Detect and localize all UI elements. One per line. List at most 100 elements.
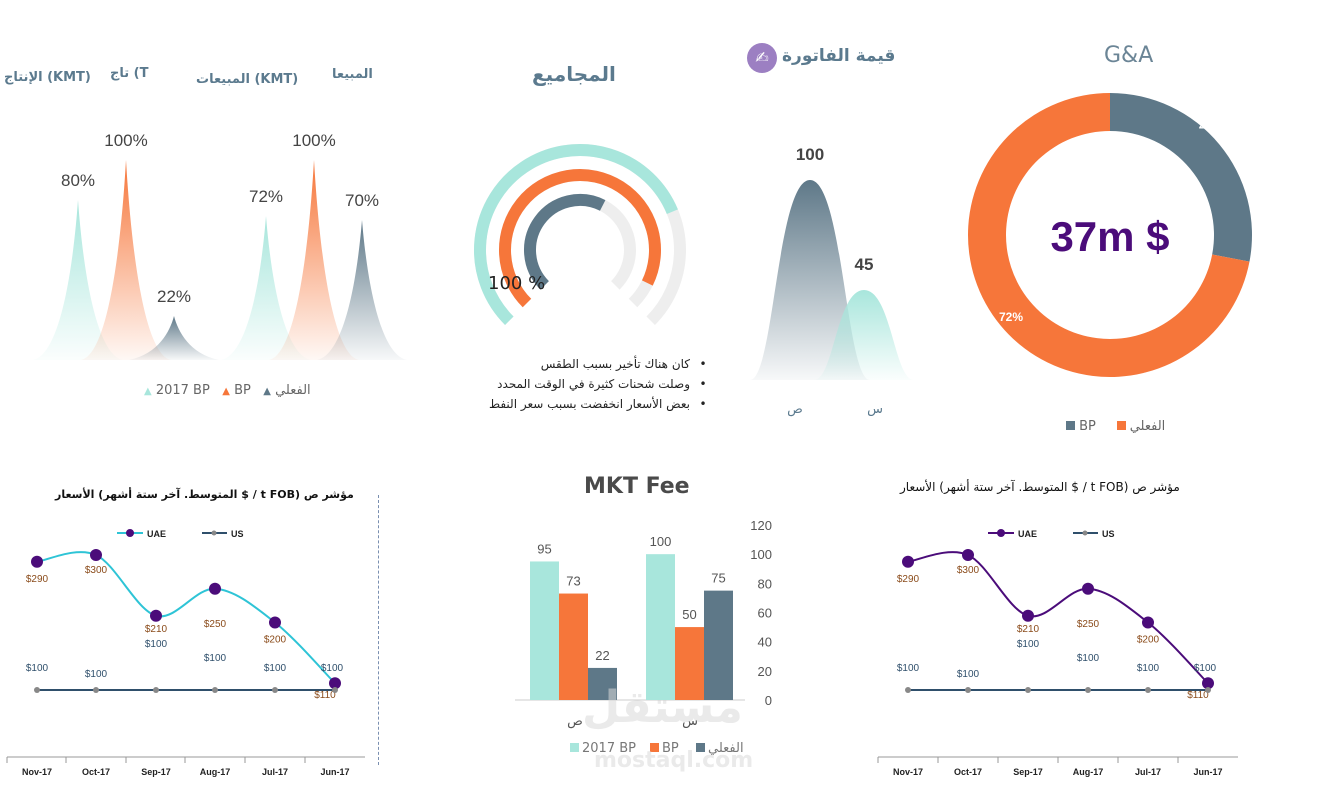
mkt-legend-swatch	[696, 743, 705, 752]
y-tick-label: 0	[765, 693, 772, 708]
uae-point	[1082, 582, 1094, 595]
us-point	[34, 687, 40, 693]
us-point	[1145, 687, 1151, 693]
price-right-title: الأسعار (المتوسط. آخر ستة أشهر $ / t FOB…	[900, 480, 1180, 494]
legend-actual-icon: ▲	[263, 386, 271, 397]
invoice-chart: 100 ص 45 س	[750, 145, 914, 417]
us-value-label: $100	[1194, 663, 1217, 674]
uae-value-label: $290	[26, 574, 49, 585]
donut-legend-bp: BP	[1079, 419, 1096, 434]
x-tick-label: Jun-17	[1193, 767, 1222, 777]
peak-0-1	[81, 160, 171, 360]
x-tick-label: Aug-17	[1073, 767, 1104, 777]
legend-uae-marker	[126, 529, 134, 537]
mkt-legend-label: 2017 BP	[582, 741, 636, 756]
mkt-bar	[646, 554, 675, 700]
divider	[378, 495, 379, 765]
mkt-legend-swatch	[570, 743, 579, 752]
uae-point	[1022, 609, 1034, 622]
price-left-title: الأسعار (المتوسط. آخر ستة أشهر $ / t FOB…	[55, 488, 354, 501]
legend-bp: BP	[234, 383, 251, 398]
legend-uae-label: UAE	[147, 529, 166, 539]
uae-series-line	[907, 551, 1209, 684]
us-value-label: $100	[1077, 653, 1100, 664]
legend-us-label: US	[1102, 529, 1115, 539]
us-point	[1085, 687, 1091, 693]
donut-slice-label: 28%	[1199, 118, 1223, 132]
us-value-label: $100	[1017, 639, 1040, 650]
us-value-label: $100	[26, 663, 49, 674]
y-tick-label: 120	[750, 518, 772, 533]
header-sales: المبيعا	[332, 67, 373, 82]
donut-legend-actual: الفعلي	[1129, 419, 1166, 434]
peak-label: 72%	[249, 187, 283, 206]
legend-uae-label: UAE	[1018, 529, 1037, 539]
legend-bp-swatch	[1066, 421, 1075, 430]
uae-point	[150, 609, 162, 622]
peak-0-0	[33, 200, 123, 360]
uae-point	[1142, 616, 1154, 629]
uae-value-label: $110	[1187, 690, 1209, 701]
gauge-chart	[474, 144, 686, 325]
invoice-value-label: 100	[796, 145, 824, 164]
invoice-icon: ✍	[747, 43, 777, 73]
mkt-bar	[675, 627, 704, 700]
peak-1-0	[221, 216, 311, 360]
uae-point	[962, 549, 974, 561]
uae-value-label: $200	[1137, 635, 1160, 646]
peak-0-2	[129, 316, 219, 360]
mkt-bar-label: 50	[682, 607, 696, 622]
invoice-category-label: ص	[787, 402, 803, 417]
gauge-label: 100 %	[488, 273, 546, 294]
uae-value-label: $300	[85, 565, 108, 576]
uae-value-label: $250	[1077, 619, 1100, 630]
x-tick-label: Aug-17	[200, 767, 231, 777]
mkt-bar	[704, 590, 733, 700]
legend-actual-swatch	[1116, 421, 1126, 430]
uae-point	[1202, 677, 1214, 690]
us-point	[332, 687, 338, 693]
price-chart-right: UAE US $290 $300 $210 $250 $200 $110 $100 $100 $10…	[877, 529, 1238, 777]
mkt-bar-label: 73	[566, 574, 580, 589]
note-item: كان هناك تأخير بسبب الطقس	[440, 354, 716, 374]
header-production-kmt: الإنتاج (KMT)	[4, 70, 91, 85]
peak-label: 22%	[157, 287, 191, 306]
header-totals: المجاميع	[532, 62, 616, 86]
us-value-label: $100	[264, 663, 287, 674]
x-tick-label: Jul-17	[1135, 767, 1161, 777]
peaks-chart: 80% 100% 22% 72% 100% 70%	[33, 131, 407, 360]
uae-point	[90, 549, 102, 561]
notes-list: كان هناك تأخير بسبب الطقس وصلت شحنات كثي…	[440, 354, 716, 414]
us-value-label: $100	[204, 653, 227, 664]
us-point	[1025, 687, 1031, 693]
x-tick-label: Jun-17	[320, 767, 349, 777]
uae-point	[31, 555, 43, 568]
mkt-bar-label: 75	[711, 571, 725, 586]
watermark-arabic: مستقل	[582, 682, 743, 733]
us-value-label: $100	[957, 669, 980, 680]
mkt-bar	[530, 561, 559, 700]
us-point	[153, 687, 159, 693]
donut-slice-label: 72%	[999, 310, 1023, 324]
uae-value-label: $300	[957, 565, 980, 576]
us-value-label: $100	[321, 663, 344, 674]
uae-value-label: $110	[314, 690, 336, 701]
uae-point	[902, 555, 914, 568]
legend-us-marker	[211, 530, 217, 536]
gauge-ring-0	[474, 144, 678, 325]
peaks-legend: ▲ 2017 BP ▲ BP ▲ الفعلي	[144, 383, 311, 398]
x-tick-label: Nov-17	[893, 767, 923, 777]
header-production-t: تاج (T	[110, 66, 149, 81]
peak-label: 100%	[104, 131, 147, 150]
peak-1-2	[317, 220, 407, 360]
mkt-chart: 0 20 40 60 80 100 120 95 73 22 ص 100 50 75 س 2017 BP BP ا…	[515, 518, 772, 756]
donut-center-label: 37m $	[1050, 213, 1169, 260]
us-point	[1205, 687, 1211, 693]
uae-value-label: $210	[145, 624, 168, 635]
us-value-label: $100	[85, 669, 108, 680]
legend-bp-icon: ▲	[222, 386, 230, 397]
uae-value-label: $290	[897, 574, 920, 585]
us-point	[212, 687, 218, 693]
us-point	[965, 687, 971, 693]
x-tick-label: Oct-17	[954, 767, 982, 777]
